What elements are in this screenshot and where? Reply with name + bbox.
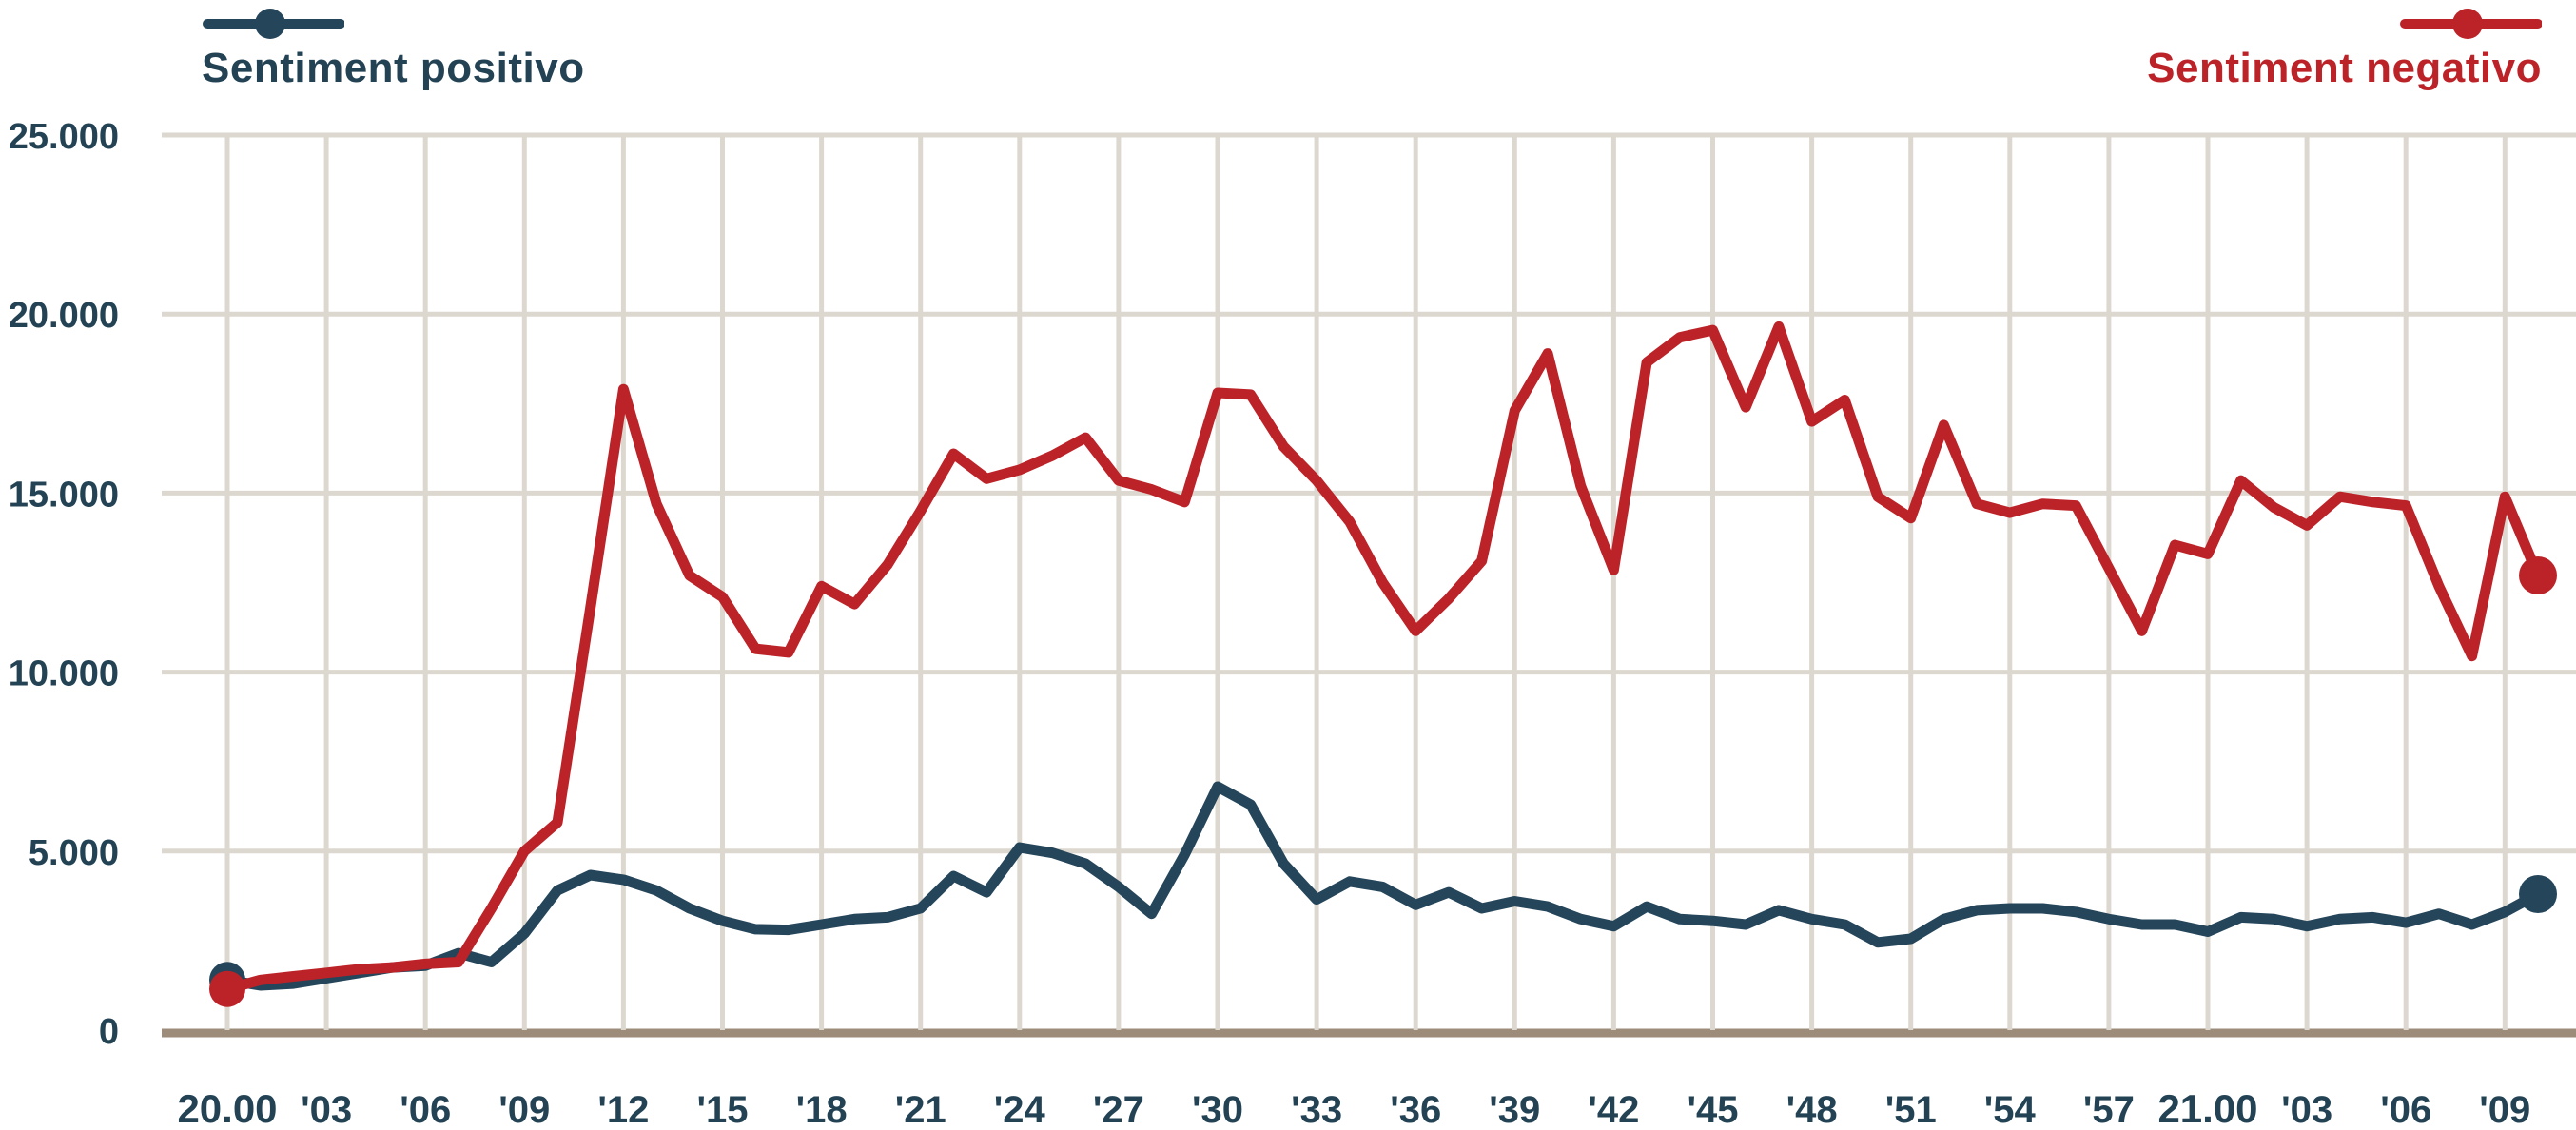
x-axis-tick-label: '24 [994, 1089, 1046, 1130]
x-axis-tick-label: '54 [1984, 1089, 2037, 1130]
y-axis-tick-label: 15.000 [9, 475, 119, 515]
series-end-dot-positive [2519, 874, 2557, 913]
x-axis-tick-label: '03 [301, 1089, 352, 1130]
series-start-dot-negative [209, 970, 245, 1007]
y-axis-tick-label: 0 [99, 1012, 119, 1052]
series-line-negative [222, 321, 2544, 995]
x-axis-tick-label: 20.00 [177, 1086, 277, 1130]
y-axis-tick-label: 20.000 [9, 296, 119, 336]
x-axis-tick-label: '06 [2380, 1089, 2431, 1130]
legend-positive-label: Sentiment positivo [202, 45, 585, 91]
series-end-dot-negative [2519, 555, 2557, 594]
y-axis-tick-label: 10.000 [9, 654, 119, 694]
x-axis-tick-label: '36 [1390, 1089, 1441, 1130]
x-axis-tick-label: 21.00 [2157, 1086, 2257, 1130]
x-axis-tick-label: '42 [1588, 1089, 1639, 1130]
y-axis-tick-label: 5.000 [29, 833, 119, 873]
x-axis-tick-label: '21 [895, 1089, 946, 1130]
legend-positive: Sentiment positivo [202, 6, 585, 91]
x-axis-tick-label: '18 [796, 1089, 848, 1130]
x-axis-tick-label: '12 [597, 1089, 649, 1130]
legend-negative-label: Sentiment negativo [2147, 45, 2542, 91]
x-axis-tick-label: '39 [1489, 1089, 1540, 1130]
x-axis-tick-label: '09 [2479, 1089, 2530, 1130]
legend-positive-marker-icon [203, 9, 344, 39]
x-axis-tick-label: '45 [1687, 1089, 1738, 1130]
legend-negative-marker-icon [2400, 9, 2542, 39]
x-axis-tick-label: '15 [696, 1089, 748, 1130]
x-axis-tick-label: '03 [2281, 1089, 2332, 1130]
x-axis-tick-label: '30 [1192, 1089, 1243, 1130]
x-axis-tick-label: '09 [498, 1089, 550, 1130]
x-axis-tick-label: '27 [1093, 1089, 1144, 1130]
x-axis-tick-label: '33 [1291, 1089, 1342, 1130]
series-line-positive [222, 781, 2544, 991]
x-axis-tick-label: '51 [1885, 1089, 1937, 1130]
y-axis-tick-label: 25.000 [9, 117, 119, 157]
x-axis-tick-label: '48 [1786, 1089, 1838, 1130]
x-axis-tick-label: '57 [2083, 1089, 2135, 1130]
x-axis-tick-label: '06 [400, 1089, 451, 1130]
legend-negative: Sentiment negativo [2147, 6, 2542, 91]
